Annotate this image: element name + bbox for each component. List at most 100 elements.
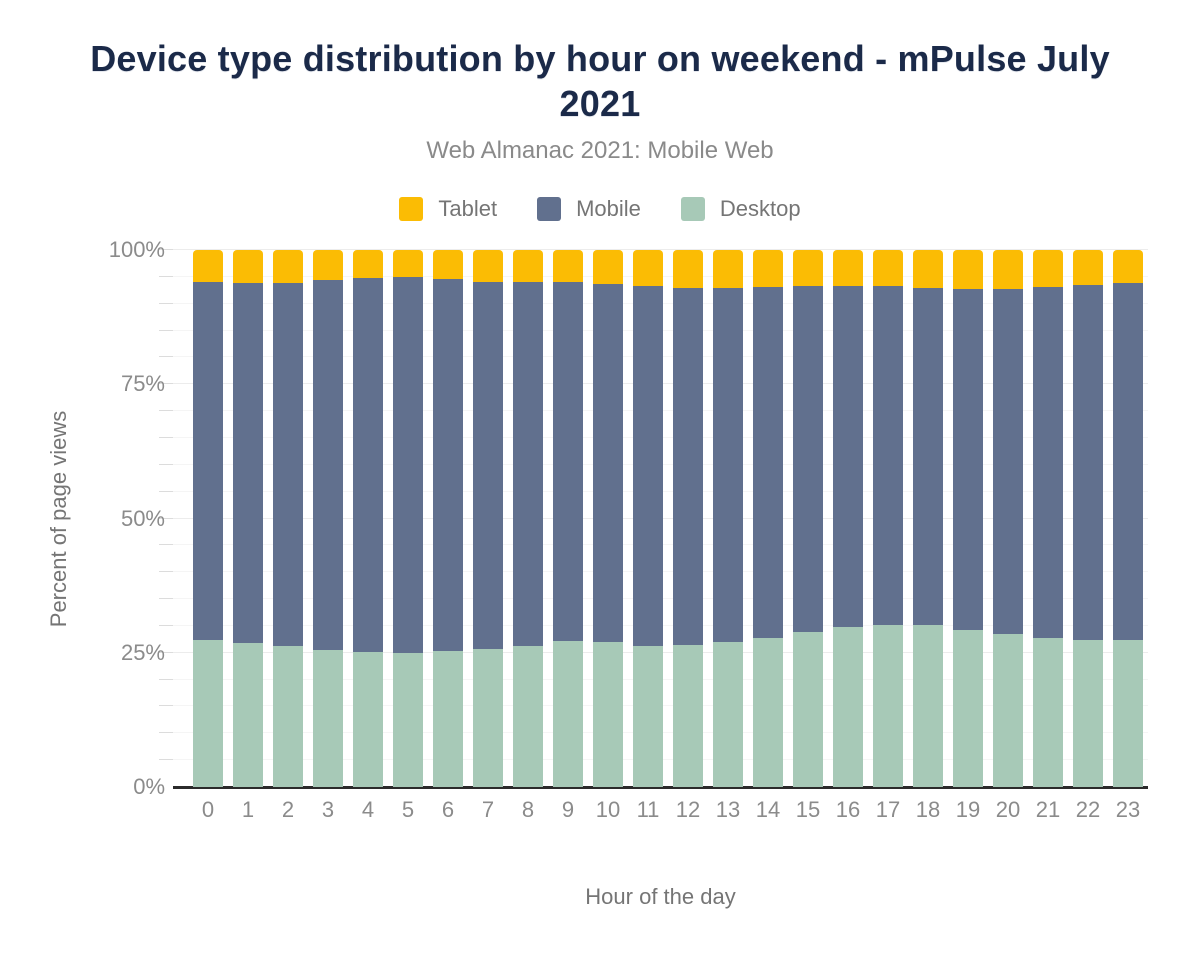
bar-12-desktop-segment[interactable] bbox=[673, 645, 703, 787]
x-tick-label-15: 15 bbox=[795, 797, 821, 822]
x-tick-label-17: 17 bbox=[875, 797, 901, 822]
bar-3-tablet-segment[interactable] bbox=[313, 250, 343, 281]
bar-22-desktop-segment[interactable] bbox=[1073, 639, 1103, 787]
legend-item-mobile[interactable]: Mobile bbox=[537, 196, 641, 222]
y-tick-mark bbox=[159, 410, 173, 412]
bar-15-mobile-segment[interactable] bbox=[793, 286, 823, 632]
bar-0-desktop-segment[interactable] bbox=[193, 639, 223, 787]
bar-9-tablet-segment[interactable] bbox=[553, 250, 583, 283]
x-tick-label-0: 0 bbox=[201, 797, 215, 822]
legend-item-tablet[interactable]: Tablet bbox=[399, 196, 497, 222]
bar-5-desktop-segment[interactable] bbox=[393, 652, 423, 787]
bar-15-tablet-segment[interactable] bbox=[793, 250, 823, 286]
bar-7-desktop-segment[interactable] bbox=[473, 649, 503, 787]
bar-1-desktop-segment[interactable] bbox=[233, 643, 263, 787]
bar-16-mobile-segment[interactable] bbox=[833, 286, 863, 627]
bar-1-tablet-segment[interactable] bbox=[233, 250, 263, 284]
bar-8-tablet-segment[interactable] bbox=[513, 250, 543, 283]
bar-1-mobile-segment[interactable] bbox=[233, 283, 263, 644]
bar-9-mobile-segment[interactable] bbox=[553, 282, 583, 641]
bar-15-desktop-segment[interactable] bbox=[793, 631, 823, 787]
legend-swatch-mobile bbox=[537, 197, 562, 221]
bar-17-mobile-segment[interactable] bbox=[873, 285, 903, 625]
bar-14-mobile-segment[interactable] bbox=[753, 287, 783, 639]
bar-0-tablet-segment[interactable] bbox=[193, 250, 223, 283]
bar-13-desktop-segment[interactable] bbox=[713, 642, 743, 787]
bar-4-mobile-segment[interactable] bbox=[353, 277, 383, 653]
bar-10-mobile-segment[interactable] bbox=[593, 283, 623, 643]
bar-2-desktop-segment[interactable] bbox=[273, 645, 303, 787]
bar-21-tablet-segment[interactable] bbox=[1033, 250, 1063, 288]
bar-4-desktop-segment[interactable] bbox=[353, 652, 383, 787]
y-tick-mark bbox=[159, 517, 173, 519]
bar-5-tablet-segment[interactable] bbox=[393, 250, 423, 277]
y-tick-label-0: 0% bbox=[133, 774, 165, 799]
bar-11-tablet-segment[interactable] bbox=[633, 250, 663, 286]
x-tick-label-14: 14 bbox=[755, 797, 781, 822]
legend-label-desktop: Desktop bbox=[719, 196, 801, 221]
bar-6-desktop-segment[interactable] bbox=[433, 651, 463, 787]
bar-6-mobile-segment[interactable] bbox=[433, 279, 463, 652]
bar-18-desktop-segment[interactable] bbox=[913, 624, 943, 787]
bar-17-tablet-segment[interactable] bbox=[873, 250, 903, 286]
bar-20-mobile-segment[interactable] bbox=[993, 289, 1023, 634]
bar-3-desktop-segment[interactable] bbox=[313, 650, 343, 787]
bar-13-mobile-segment[interactable] bbox=[713, 288, 743, 643]
bar-23-tablet-segment[interactable] bbox=[1113, 250, 1143, 283]
bar-22-tablet-segment[interactable] bbox=[1073, 250, 1103, 285]
bar-14-tablet-segment[interactable] bbox=[753, 250, 783, 288]
bar-20-tablet-segment[interactable] bbox=[993, 250, 1023, 290]
bar-18-mobile-segment[interactable] bbox=[913, 288, 943, 625]
bar-22-mobile-segment[interactable] bbox=[1073, 284, 1103, 640]
bar-10-desktop-segment[interactable] bbox=[593, 642, 623, 787]
bar-3-mobile-segment[interactable] bbox=[313, 280, 343, 651]
gridline-100pct bbox=[173, 249, 1148, 250]
bar-7-mobile-segment[interactable] bbox=[473, 282, 503, 649]
bar-17-desktop-segment[interactable] bbox=[873, 624, 903, 787]
bar-2-tablet-segment[interactable] bbox=[273, 250, 303, 283]
legend-swatch-desktop bbox=[680, 197, 705, 221]
bar-12-tablet-segment[interactable] bbox=[673, 250, 703, 289]
bar-23-desktop-segment[interactable] bbox=[1113, 639, 1143, 787]
bar-16-tablet-segment[interactable] bbox=[833, 250, 863, 286]
bar-20-desktop-segment[interactable] bbox=[993, 633, 1023, 787]
legend-item-desktop[interactable]: Desktop bbox=[680, 196, 801, 222]
bar-7-tablet-segment[interactable] bbox=[473, 250, 503, 283]
bar-18-tablet-segment[interactable] bbox=[913, 250, 943, 289]
bar-8-desktop-segment[interactable] bbox=[513, 645, 543, 787]
x-tick-label-19: 19 bbox=[955, 797, 981, 822]
y-tick-mark bbox=[159, 383, 173, 385]
bar-16-desktop-segment[interactable] bbox=[833, 626, 863, 787]
bar-12-mobile-segment[interactable] bbox=[673, 288, 703, 646]
y-tick-label-25: 25% bbox=[120, 639, 165, 665]
bar-4-tablet-segment[interactable] bbox=[353, 250, 383, 278]
bar-11-mobile-segment[interactable] bbox=[633, 286, 663, 646]
bar-8-mobile-segment[interactable] bbox=[513, 282, 543, 646]
bar-19-desktop-segment[interactable] bbox=[953, 630, 983, 787]
x-tick-label-13: 13 bbox=[715, 797, 741, 822]
bar-21-mobile-segment[interactable] bbox=[1033, 287, 1063, 639]
x-tick-label-12: 12 bbox=[675, 797, 701, 822]
bar-21-desktop-segment[interactable] bbox=[1033, 638, 1063, 787]
bar-14-desktop-segment[interactable] bbox=[753, 638, 783, 787]
bar-0-mobile-segment[interactable] bbox=[193, 282, 223, 640]
x-tick-label-23: 23 bbox=[1115, 797, 1141, 822]
bar-19-tablet-segment[interactable] bbox=[953, 250, 983, 290]
bar-13-tablet-segment[interactable] bbox=[713, 250, 743, 289]
y-tick-mark bbox=[159, 705, 173, 707]
bar-10-tablet-segment[interactable] bbox=[593, 250, 623, 284]
chart-subtitle: Web Almanac 2021: Mobile Web bbox=[426, 137, 774, 164]
x-tick-label-6: 6 bbox=[441, 797, 455, 822]
bar-2-mobile-segment[interactable] bbox=[273, 282, 303, 646]
bar-11-desktop-segment[interactable] bbox=[633, 645, 663, 787]
bar-6-tablet-segment[interactable] bbox=[433, 250, 463, 279]
bar-5-mobile-segment[interactable] bbox=[393, 276, 423, 653]
x-tick-label-16: 16 bbox=[835, 797, 861, 822]
bar-9-desktop-segment[interactable] bbox=[553, 640, 583, 787]
bar-19-mobile-segment[interactable] bbox=[953, 289, 983, 631]
y-tick-mark bbox=[159, 275, 173, 277]
y-tick-mark bbox=[159, 490, 173, 492]
bar-23-mobile-segment[interactable] bbox=[1113, 282, 1143, 640]
y-tick-mark bbox=[159, 302, 173, 304]
